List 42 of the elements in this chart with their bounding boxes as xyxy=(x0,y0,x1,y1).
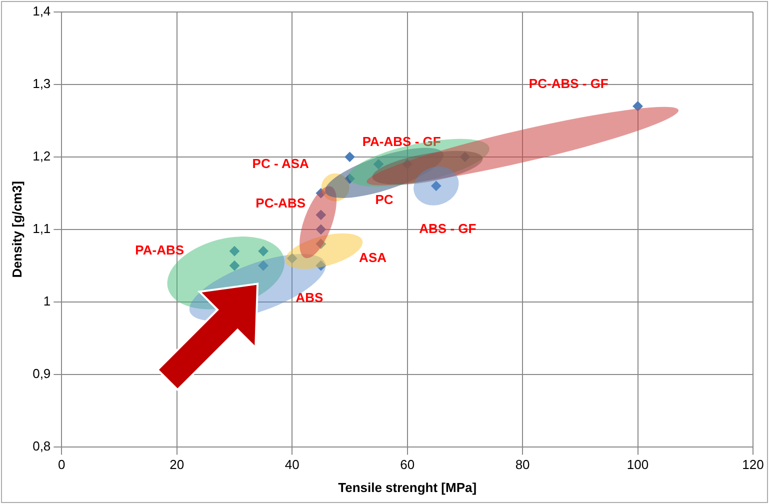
y-tick-label: 1,1 xyxy=(32,220,51,236)
x-tick-label: 100 xyxy=(626,457,649,472)
point xyxy=(316,260,326,271)
x-tick-label: 60 xyxy=(400,457,415,472)
x-tick-label: 80 xyxy=(515,457,530,472)
annotation: ABS - GF xyxy=(419,220,476,236)
point xyxy=(230,246,240,256)
y-tick-label: 0,8 xyxy=(32,438,51,454)
annotation: PC-ABS - GF xyxy=(528,76,608,92)
x-tick-label: 40 xyxy=(284,457,300,472)
point xyxy=(344,152,355,162)
point xyxy=(258,260,268,271)
point xyxy=(316,188,326,198)
point xyxy=(287,253,298,264)
y-tick-label: 0,9 xyxy=(32,366,51,381)
x-tick-label: 120 xyxy=(742,457,764,472)
annotation: ASA xyxy=(359,250,388,265)
annotation: PC - ASA xyxy=(252,156,310,171)
annotation: PA-ABS - GF xyxy=(362,134,441,150)
point xyxy=(431,180,442,191)
point xyxy=(230,260,240,271)
point xyxy=(316,238,326,249)
annotation: ABS xyxy=(296,290,324,305)
annotation: PC-ABS xyxy=(256,196,306,211)
annotation: PC xyxy=(375,192,394,207)
y-axis-title: Density [g/cm3] xyxy=(9,180,24,278)
x-tick-label: 20 xyxy=(170,457,184,472)
point xyxy=(632,101,643,112)
point xyxy=(344,174,355,184)
point xyxy=(374,159,384,170)
y-tick-label: 1,3 xyxy=(32,76,51,92)
y-tick-label: 1,4 xyxy=(32,4,51,19)
point xyxy=(402,159,412,170)
point xyxy=(258,246,268,256)
annotation: PA-ABS xyxy=(135,242,184,258)
y-tick-label: 1 xyxy=(43,293,51,308)
point xyxy=(316,224,326,234)
point xyxy=(316,210,326,220)
x-tick-label: 0 xyxy=(58,457,66,472)
x-axis-title: Tensile strenght [MPa] xyxy=(338,480,477,495)
y-tick-label: 1,2 xyxy=(32,148,51,164)
point xyxy=(460,152,470,162)
